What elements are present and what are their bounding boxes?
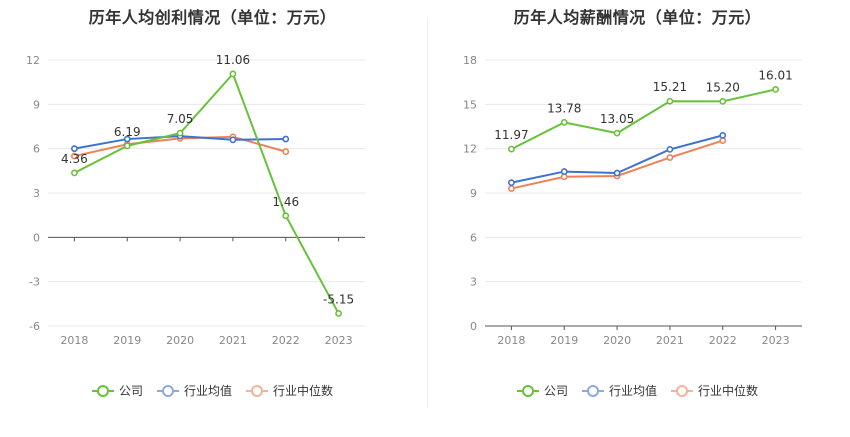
legend-item[interactable]: 行业中位数 <box>246 382 333 399</box>
y-tick-label: 3 <box>33 187 40 200</box>
legend-item[interactable]: 公司 <box>516 382 568 399</box>
data-point[interactable] <box>335 310 342 317</box>
data-point[interactable] <box>508 145 515 153</box>
x-tick-label: 2023 <box>325 334 353 347</box>
y-tick-label: -3 <box>29 276 40 289</box>
data-point[interactable] <box>666 154 674 161</box>
y-tick-label: 6 <box>33 143 40 156</box>
y-tick-label: 0 <box>470 320 477 333</box>
y-tick-label: 6 <box>470 231 477 244</box>
data-point[interactable] <box>613 129 621 137</box>
data-label: 13.05 <box>600 112 634 126</box>
data-point[interactable] <box>719 97 727 105</box>
panel-divider <box>427 18 428 408</box>
y-tick-label: 9 <box>33 98 40 111</box>
data-label: 15.21 <box>653 80 687 94</box>
y-tick-label: 12 <box>26 54 40 67</box>
y-tick-label: 3 <box>470 276 477 289</box>
data-point[interactable] <box>666 146 674 153</box>
legend-item[interactable]: 行业均值 <box>156 382 232 399</box>
x-tick-label: 2019 <box>113 334 141 347</box>
data-point[interactable] <box>123 135 131 143</box>
data-point[interactable] <box>71 169 78 177</box>
data-label: 11.06 <box>216 53 250 67</box>
data-label: 16.01 <box>758 68 792 82</box>
data-label: 1.46 <box>272 195 299 209</box>
data-label: 7.05 <box>167 112 194 126</box>
data-point[interactable] <box>719 131 727 139</box>
data-label: -5.15 <box>323 292 354 306</box>
legend-label: 行业均值 <box>608 384 657 398</box>
legend-item[interactable]: 公司 <box>91 382 143 399</box>
legend-label: 公司 <box>118 384 143 398</box>
data-point[interactable] <box>71 145 78 153</box>
data-point[interactable] <box>229 70 237 78</box>
chart-panel-profit: 历年人均创利情况（单位：万元） -6 -3 0 3 6 9 12 2018 2019 2020 20… <box>0 8 425 399</box>
chart-legend: 公司 行业均值 行业中位数 <box>425 382 850 399</box>
series-line-2 <box>511 139 724 190</box>
y-tick-label: 0 <box>33 231 40 244</box>
x-tick-label: 2022 <box>709 334 737 347</box>
data-point[interactable] <box>666 97 674 105</box>
legend-marker-icon <box>156 384 179 398</box>
x-tick-label: 2018 <box>60 334 88 347</box>
data-point[interactable] <box>282 135 290 143</box>
data-point[interactable] <box>229 136 237 144</box>
data-point[interactable] <box>772 86 779 93</box>
x-tick-label: 2018 <box>497 334 525 347</box>
data-label: 11.97 <box>494 128 528 142</box>
legend-label: 行业中位数 <box>273 384 334 398</box>
legend-marker-icon <box>91 384 114 398</box>
x-tick-label: 2021 <box>219 334 247 347</box>
data-label: 4.36 <box>61 152 88 166</box>
data-label: 15.20 <box>706 80 740 94</box>
data-point[interactable] <box>282 212 290 220</box>
legend-label: 行业中位数 <box>698 384 759 398</box>
legend-marker-icon <box>671 384 693 398</box>
data-point[interactable] <box>560 118 568 126</box>
legend-item[interactable]: 行业均值 <box>581 382 657 399</box>
series-line-0 <box>73 71 340 314</box>
data-label: 13.78 <box>547 101 581 115</box>
data-point[interactable] <box>176 129 184 137</box>
data-point[interactable] <box>282 148 290 156</box>
x-tick-label: 2020 <box>603 334 631 347</box>
chart-legend: 公司 行业均值 行业中位数 <box>0 382 425 399</box>
salary-chart-plot: 0 3 6 9 12 15 18 2018 2019 2020 2021 2022 2023 11.97 1… <box>463 54 802 347</box>
chart-title: 历年人均创利情况（单位：万元） <box>88 8 337 27</box>
chart-panel-salary: 历年人均薪酬情况（单位：万元） 0 3 6 9 12 15 18 2018 2019 2020 20… <box>425 0 850 437</box>
data-point[interactable] <box>71 152 78 160</box>
series-line-0 <box>510 88 776 151</box>
y-tick-label: 12 <box>463 143 477 156</box>
x-tick-label: 2019 <box>550 334 578 347</box>
legend-label: 公司 <box>543 384 568 398</box>
y-tick-label: 18 <box>463 54 477 67</box>
legend-marker-icon <box>581 384 604 398</box>
data-point[interactable] <box>508 179 515 187</box>
y-tick-label: -6 <box>29 320 40 333</box>
data-point[interactable] <box>560 168 568 175</box>
legend-marker-icon <box>516 384 539 398</box>
data-label: 6.19 <box>114 125 141 139</box>
y-tick-label: 15 <box>463 98 477 111</box>
profit-chart-plot: -6 -3 0 3 6 9 12 2018 2019 2020 2021 2022 2023 4.36 6.… <box>26 53 365 347</box>
legend-marker-icon <box>246 384 268 398</box>
y-tick-label: 9 <box>470 187 477 200</box>
data-point[interactable] <box>508 185 515 192</box>
data-point[interactable] <box>123 142 131 150</box>
x-tick-label: 2023 <box>762 334 790 347</box>
chart-title: 历年人均薪酬情况（单位：万元） <box>513 8 762 27</box>
x-tick-label: 2022 <box>272 334 300 347</box>
x-tick-label: 2021 <box>656 334 684 347</box>
legend-label: 行业均值 <box>183 384 232 398</box>
data-point[interactable] <box>613 169 621 177</box>
x-tick-label: 2020 <box>166 334 194 347</box>
legend-item[interactable]: 行业中位数 <box>671 382 758 399</box>
